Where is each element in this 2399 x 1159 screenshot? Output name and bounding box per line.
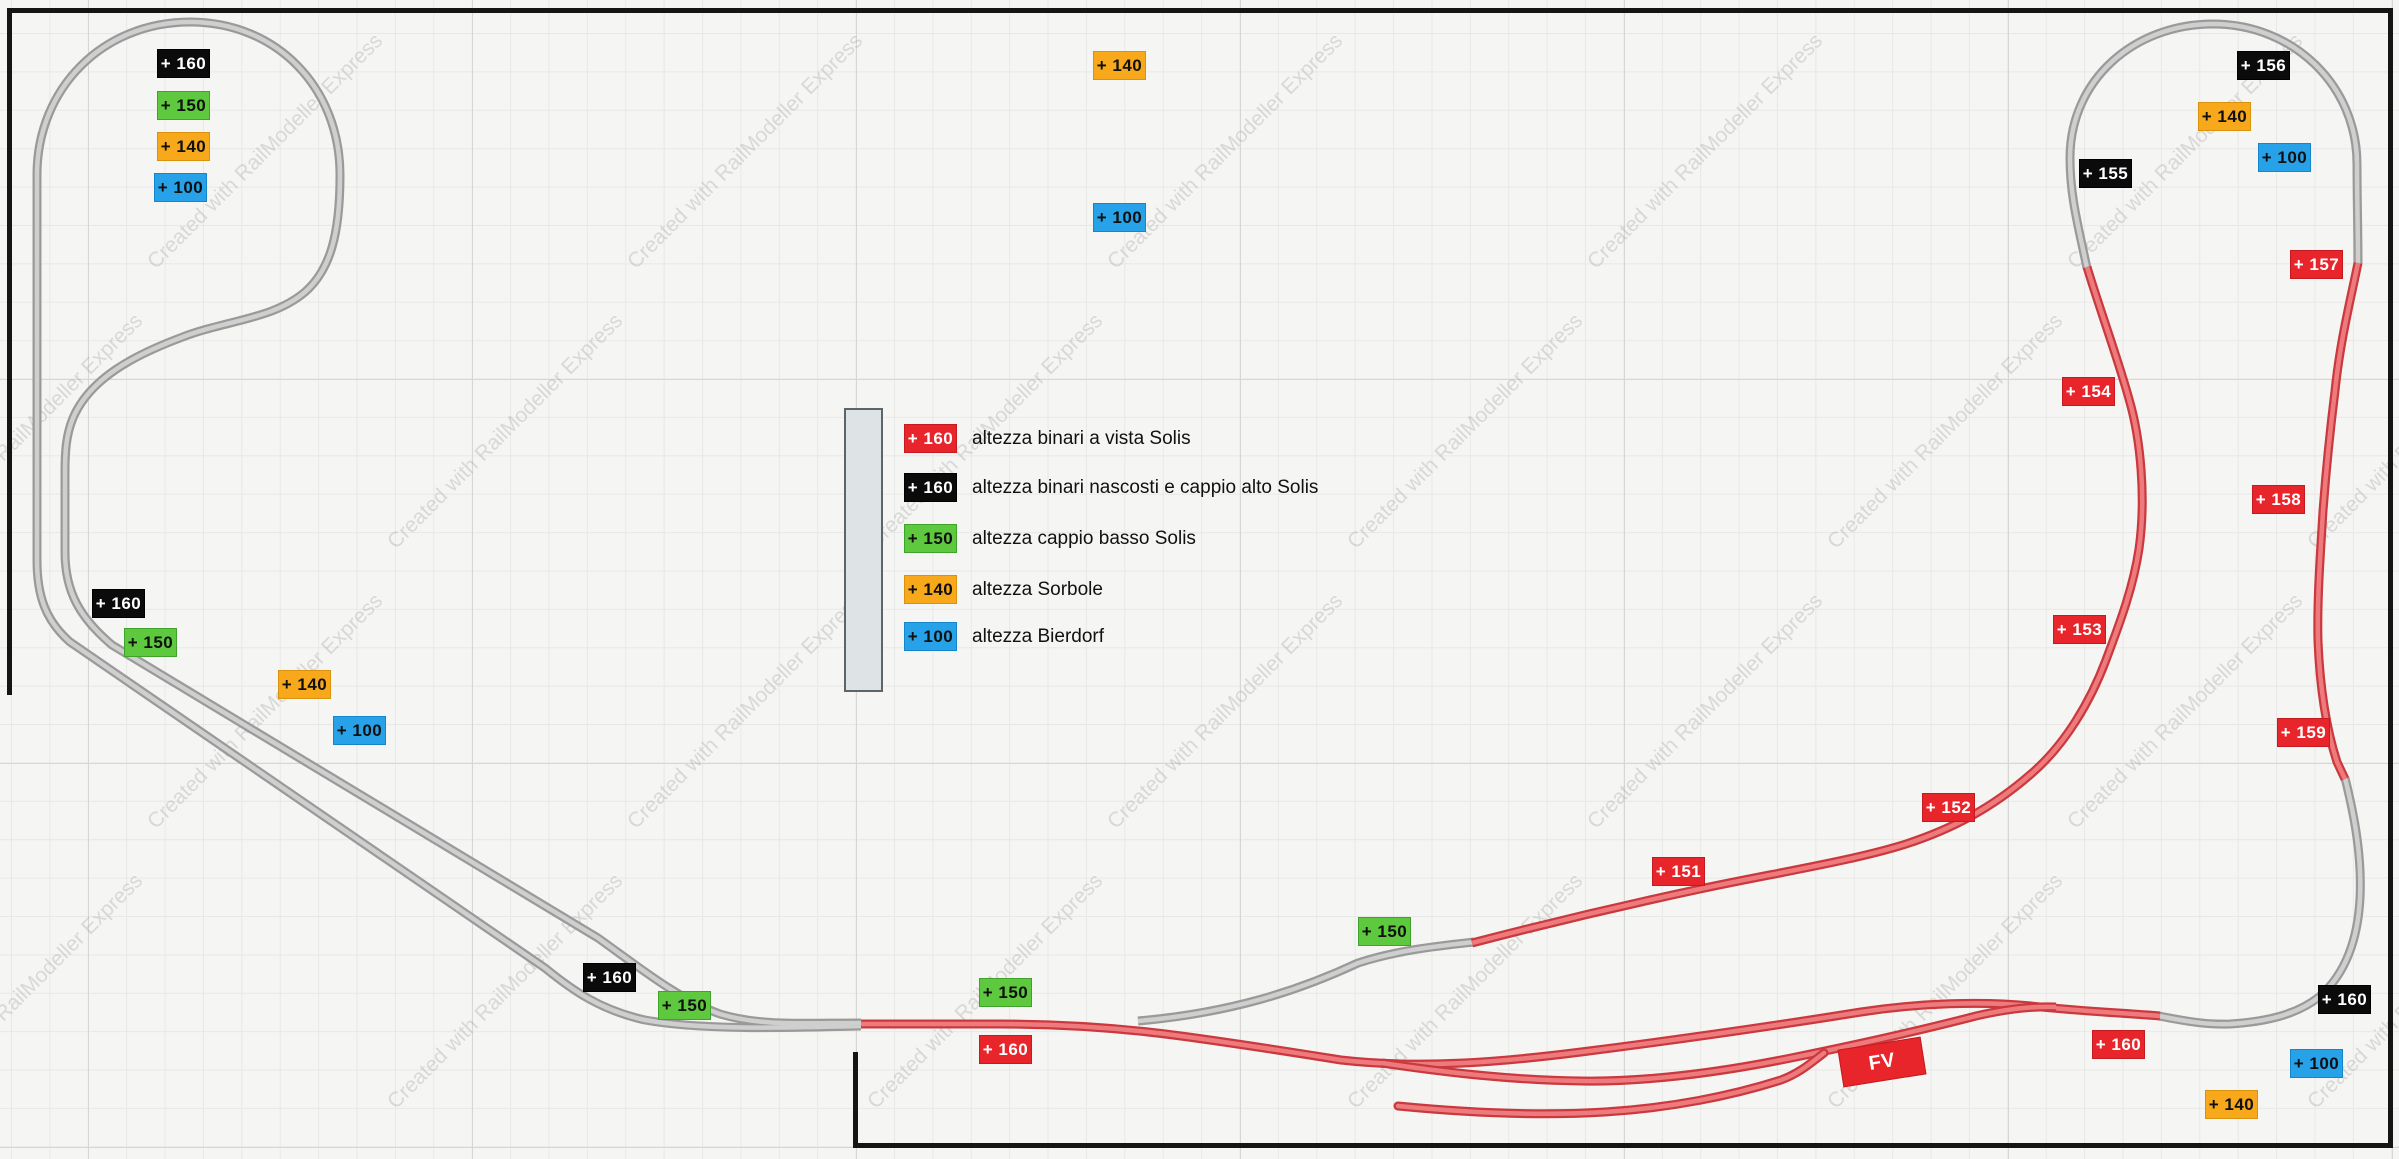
legend-row: + 160 altezza binari nascosti e cappio al…: [904, 473, 1318, 502]
height-label[interactable]: + 100: [1093, 203, 1146, 232]
height-label[interactable]: + 151: [1652, 857, 1705, 886]
height-label[interactable]: + 159: [2277, 718, 2330, 747]
legend-chip: + 140: [904, 575, 957, 604]
track-visible-station-main[interactable]: [861, 1003, 2160, 1064]
legend-label: altezza Sorbole: [972, 578, 1103, 600]
legend-chip: + 150: [904, 524, 957, 553]
height-label[interactable]: + 140: [278, 670, 331, 699]
benchwork-border-right: [2388, 8, 2393, 1148]
benchwork-border-left: [7, 8, 12, 695]
height-label[interactable]: + 150: [124, 628, 177, 657]
legend-row: + 100 altezza Bierdorf: [904, 622, 1104, 651]
legend-label: altezza cappio basso Solis: [972, 527, 1196, 549]
track-hidden-right-balloon-loop[interactable]: [2070, 24, 2358, 268]
height-label[interactable]: + 150: [658, 991, 711, 1020]
height-label[interactable]: + 160: [979, 1035, 1032, 1064]
height-label[interactable]: + 160: [2092, 1030, 2145, 1059]
legend-row: + 160 altezza binari a vista Solis: [904, 424, 1191, 453]
height-label[interactable]: + 155: [2079, 159, 2132, 188]
height-label[interactable]: + 100: [2290, 1049, 2343, 1078]
height-label[interactable]: + 140: [157, 132, 210, 161]
height-label[interactable]: + 100: [154, 173, 207, 202]
legend-chip: + 160: [904, 473, 957, 502]
height-label[interactable]: + 157: [2290, 250, 2343, 279]
height-label[interactable]: + 160: [92, 589, 145, 618]
height-label[interactable]: + 160: [2318, 985, 2371, 1014]
track-hidden-climb-branch[interactable]: [1138, 942, 1474, 1021]
height-label[interactable]: + 140: [2205, 1090, 2258, 1119]
track-visible-station-loop-track[interactable]: [1382, 1007, 2056, 1081]
height-label[interactable]: + 156: [2237, 51, 2290, 80]
height-label[interactable]: + 153: [2053, 615, 2106, 644]
height-label[interactable]: + 150: [979, 978, 1032, 1007]
legend-label: altezza binari a vista Solis: [972, 427, 1191, 449]
height-label[interactable]: + 152: [1922, 793, 1975, 822]
height-label[interactable]: + 100: [2258, 143, 2311, 172]
legend-label: altezza binari nascosti e cappio alto So…: [972, 476, 1319, 498]
height-label[interactable]: + 154: [2062, 377, 2115, 406]
height-label[interactable]: + 158: [2252, 485, 2305, 514]
height-label[interactable]: + 150: [157, 91, 210, 120]
height-label[interactable]: + 160: [583, 963, 636, 992]
legend-row: + 150 altezza cappio basso Solis: [904, 524, 1196, 553]
benchwork-border-top: [7, 8, 2393, 13]
height-label[interactable]: + 140: [2198, 102, 2251, 131]
legend-row: + 140 altezza Sorbole: [904, 575, 1103, 604]
platform-rectangle[interactable]: [844, 408, 883, 692]
height-label[interactable]: + 160: [157, 49, 210, 78]
track-visible-climb-line[interactable]: [1472, 267, 2142, 943]
benchwork-border-bottom: [855, 1143, 2393, 1148]
height-label[interactable]: + 150: [1358, 917, 1411, 946]
legend-chip: + 160: [904, 424, 957, 453]
track-visible-right-descent[interactable]: [2318, 263, 2358, 779]
height-label[interactable]: + 140: [1093, 51, 1146, 80]
legend-label: altezza Bierdorf: [972, 625, 1105, 647]
height-label[interactable]: + 100: [333, 716, 386, 745]
benchwork-border-step: [853, 1052, 858, 1148]
legend-chip: + 100: [904, 622, 957, 651]
